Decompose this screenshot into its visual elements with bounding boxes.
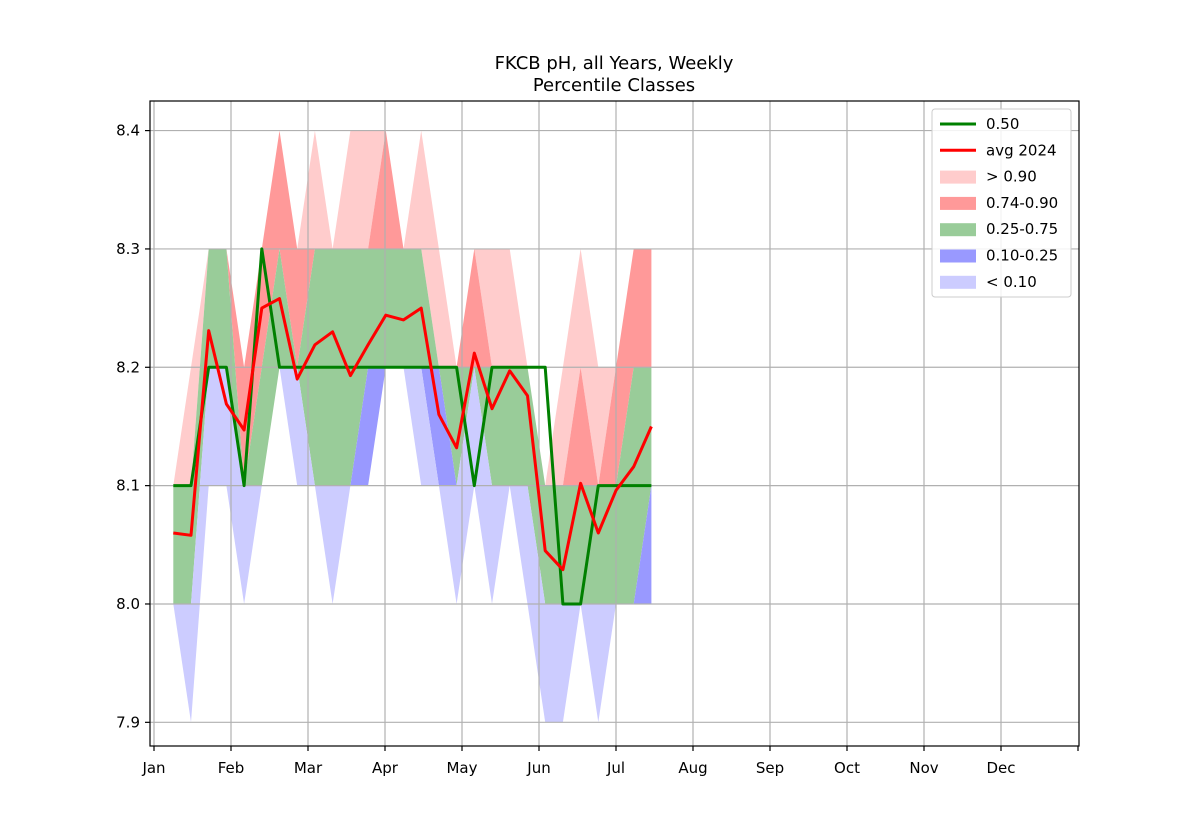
legend-label: avg 2024 bbox=[986, 141, 1057, 159]
legend-swatch bbox=[940, 196, 976, 210]
chart-title-line-1: FKCB pH, all Years, Weekly bbox=[495, 53, 734, 74]
x-tick-label-oct: Oct bbox=[834, 759, 860, 777]
legend-label: 0.25-0.75 bbox=[986, 220, 1058, 238]
legend-swatch bbox=[940, 170, 976, 184]
x-tick-label-sep: Sep bbox=[756, 759, 784, 777]
legend-label: 0.74-0.90 bbox=[986, 194, 1058, 212]
avg-2024-line bbox=[173, 297, 653, 572]
x-tick-label-feb: Feb bbox=[218, 759, 245, 777]
band-74-90 bbox=[173, 130, 652, 486]
x-tick-label-dec: Dec bbox=[986, 759, 1015, 777]
x-tick-label-may: May bbox=[446, 759, 477, 777]
legend-label: 0.50 bbox=[986, 115, 1019, 133]
x-tick-label-apr: Apr bbox=[372, 759, 399, 777]
y-tick-label-8.4: 8.4 bbox=[116, 122, 140, 140]
x-tick-label-aug: Aug bbox=[678, 759, 707, 777]
percentile-bands bbox=[173, 130, 652, 723]
legend-label: > 0.90 bbox=[986, 168, 1037, 186]
chart-title-line-2: Percentile Classes bbox=[533, 75, 695, 96]
series-lines bbox=[173, 247, 653, 606]
legend-swatch bbox=[940, 223, 976, 237]
legend: 0.50 avg 2024 > 0.90 0.74-0.90 0.25-0.75 0.10… bbox=[931, 108, 1072, 298]
plot-frame bbox=[149, 100, 1080, 747]
band-below-10 bbox=[173, 367, 652, 723]
x-tick-label-nov: Nov bbox=[909, 759, 938, 777]
legend-label: 0.10-0.25 bbox=[986, 247, 1058, 265]
y-tick-label-7.9: 7.9 bbox=[116, 713, 140, 731]
y-tick-label-8.3: 8.3 bbox=[116, 240, 140, 258]
y-tick-label-8.1: 8.1 bbox=[116, 477, 140, 495]
x-tick-label-jul: Jul bbox=[606, 759, 625, 777]
x-tick-label-jan: Jan bbox=[141, 759, 165, 777]
y-tick-label-8.0: 8.0 bbox=[116, 595, 140, 613]
x-axis-ticks: Jan Feb Mar Apr May Jun Jul Aug Sep Oct Nov Dec bbox=[141, 746, 1079, 777]
band-25-75 bbox=[173, 248, 652, 604]
y-axis-ticks: 7.9 8.0 8.1 8.2 8.3 8.4 bbox=[116, 122, 150, 731]
legend-label: < 0.10 bbox=[986, 273, 1037, 291]
x-tick-label-jun: Jun bbox=[526, 759, 550, 777]
x-tick-label-mar: Mar bbox=[294, 759, 323, 777]
legend-swatch bbox=[940, 249, 976, 263]
band-above-90 bbox=[173, 130, 652, 486]
legend-swatch bbox=[940, 275, 976, 289]
y-tick-label-8.2: 8.2 bbox=[116, 358, 140, 376]
